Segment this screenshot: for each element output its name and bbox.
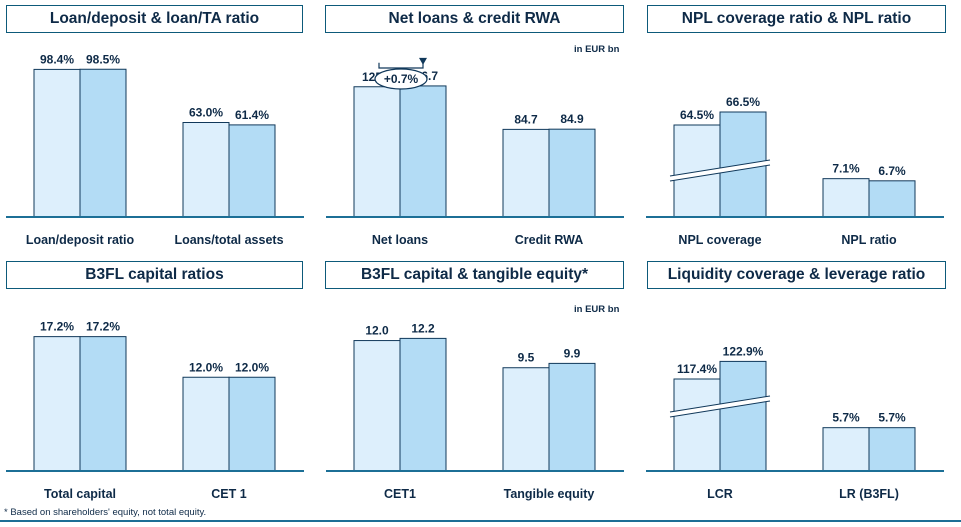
panel-5-category-label-2: Tangible equity (504, 487, 595, 501)
panel-1-data-label-2-1: 63.0% (189, 106, 223, 120)
panel-6-bar-1-1 (673, 378, 721, 472)
panel-3-category-label-2: NPL ratio (841, 233, 897, 247)
panel-3-axis-break-line-1 (669, 159, 771, 177)
panel-1-chart: 98.4% 98.5% Loan/deposit ratio 63.0% 61.4% Lo… (6, 52, 304, 247)
panel-2-growth-arrow (378, 58, 424, 69)
panel-5-data-label-2-2: 9.9 (564, 346, 581, 360)
panel-4-bar-1-1 (33, 336, 81, 472)
panel-6-category-label-1: LCR (707, 487, 733, 501)
panel-5-unit-note: in EUR bn (574, 304, 620, 315)
footnote: * Based on shareholders' equity, not tot… (4, 507, 207, 518)
bottom-rule (0, 520, 961, 522)
panel-6-axis-break-line-2 (669, 400, 771, 418)
panel-5-data-label-2-1: 9.5 (518, 351, 535, 365)
panel-2-bar-1-2 (399, 85, 447, 218)
panel-1-bar-1-1 (33, 68, 81, 218)
panel-6-data-label-2-1: 5.7% (832, 411, 860, 425)
panel-5-bar-1-1 (353, 340, 401, 472)
panel-2-unit-note: in EUR bn (574, 44, 620, 55)
panel-1-bar-1-2 (79, 68, 127, 218)
panel-3-bar-2-1 (822, 178, 870, 218)
panel-4-data-label-2-1: 12.0% (189, 360, 223, 374)
panel-1-bar-2-1 (182, 122, 230, 218)
panel-1-category-label-2: Loans/total assets (174, 233, 283, 247)
panel-6-data-label-1-1: 117.4% (677, 362, 717, 376)
panel-1-data-label-1-1: 98.4% (40, 52, 74, 66)
panel-2-growth-badge (374, 68, 428, 90)
panel-2-bar-2-1 (502, 128, 550, 218)
panel-2-bar-2-2 (548, 128, 596, 218)
panel-2-data-label-2-2: 84.9 (560, 112, 584, 126)
panel-3-category-label-1: NPL coverage (678, 233, 761, 247)
panel-5-bar-2-1 (502, 367, 550, 472)
panel-6-title: Liquidity coverage & leverage ratio (647, 261, 946, 289)
panel-4-category-label-1: Total capital (44, 487, 116, 501)
panel-4-data-label-1-1: 17.2% (40, 320, 74, 334)
panel-6-axis-break-line-1 (669, 395, 771, 413)
panel-3-data-label-1-1: 64.5% (680, 108, 714, 122)
panel-5-data-label-1-2: 12.2 (411, 321, 435, 335)
panel-3-axis-break-line-2 (669, 164, 771, 182)
panel-4-bar-2-1 (182, 376, 230, 472)
panel-5-title: B3FL capital & tangible equity* (325, 261, 624, 289)
panel-2-growth-arrowhead (419, 57, 427, 65)
panel-6-axis-break (669, 395, 771, 418)
panel-1-title: Loan/deposit & loan/TA ratio (6, 5, 303, 33)
panel-1-data-label-1-2: 98.5% (86, 52, 120, 66)
panel-6-bar-2-1 (822, 427, 870, 472)
panel-6-data-label-1-2: 122.9% (723, 344, 764, 358)
panel-2-category-label-1: Net loans (372, 233, 428, 247)
panel-2-category-label-2: Credit RWA (515, 233, 584, 247)
panel-4-chart: 17.2% 17.2% Total capital 12.0% 12.0% CET 1 (6, 320, 304, 501)
panel-3-axis-break (669, 159, 771, 182)
panel-2-data-label-2-1: 84.7 (514, 112, 538, 126)
panel-3-chart: 64.5% 66.5% NPL coverage 7.1% 6.7% NPL ratio (646, 95, 944, 247)
panel-5-data-label-1-1: 12.0 (365, 324, 389, 338)
panel-6-bar-1-2 (719, 360, 767, 472)
panel-3-data-label-2-1: 7.1% (832, 162, 860, 176)
panel-1-bar-2-2 (228, 124, 276, 218)
panel-3-data-label-1-2: 66.5% (726, 95, 760, 109)
panel-4-data-label-2-2: 12.0% (235, 360, 269, 374)
panel-6-axis-break-gap (670, 396, 770, 417)
panel-2-title: Net loans & credit RWA (325, 5, 624, 33)
panel-4-title: B3FL capital ratios (6, 261, 303, 289)
panel-1-category-label-1: Loan/deposit ratio (26, 233, 135, 247)
panel-6-data-label-2-2: 5.7% (878, 411, 906, 425)
panel-3-axis-break-gap (670, 160, 770, 181)
panel-6-category-label-2: LR (B3FL) (839, 487, 899, 501)
panel-5-category-label-1: CET1 (384, 487, 416, 501)
panel-4-category-label-2: CET 1 (211, 487, 246, 501)
panel-1-data-label-2-2: 61.4% (235, 108, 269, 122)
panel-3-title: NPL coverage ratio & NPL ratio (647, 5, 946, 33)
panel-5-bar-1-2 (399, 337, 447, 472)
panel-4-bar-1-2 (79, 336, 127, 472)
panel-2-bar-1-1 (353, 86, 401, 218)
panel-4-bar-2-2 (228, 376, 276, 472)
panel-2-growth-label: +0.7% (384, 72, 419, 86)
panel-6-bar-2-2 (868, 427, 916, 472)
panel-3-bar-2-2 (868, 180, 916, 218)
panel-3-data-label-2-2: 6.7% (878, 164, 906, 178)
panel-5-chart: 12.0 12.2 CET1 9.5 9.9 Tangible equity (326, 321, 624, 501)
panel-5-bar-2-2 (548, 362, 596, 472)
panel-4-data-label-1-2: 17.2% (86, 320, 120, 334)
panel-6-chart: 117.4% 122.9% LCR 5.7% 5.7% LR (B3FL) (646, 344, 944, 501)
